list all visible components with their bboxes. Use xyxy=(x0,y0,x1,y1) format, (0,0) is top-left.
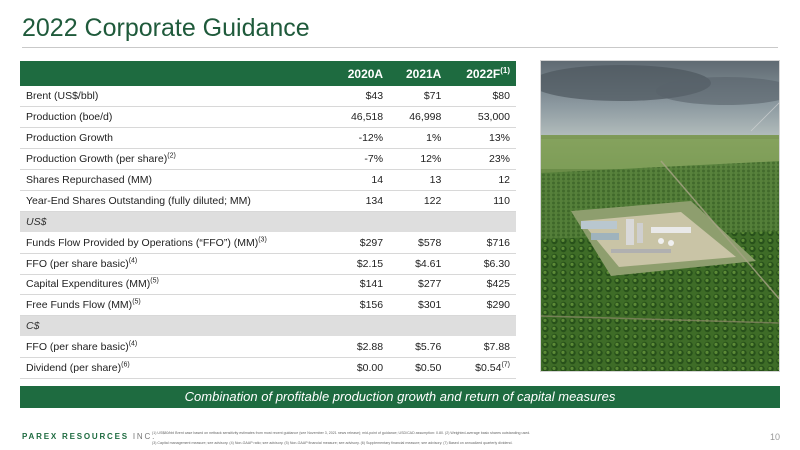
row-label: Production Growth xyxy=(20,127,331,150)
value-cell: $0.00 xyxy=(330,357,390,379)
value-cell: $43 xyxy=(330,86,390,108)
table-header-row: 2020A 2021A 2022F(1) xyxy=(20,61,516,86)
table-row: Capital Expenditures (MM)(5) $141 $277 $425 xyxy=(20,274,516,296)
table-row: Shares Repurchased (MM) 14 13 12 xyxy=(20,169,516,191)
row-label: Capital Expenditures (MM)(5) xyxy=(20,274,331,296)
table-row: Year-End Shares Outstanding (fully dilut… xyxy=(20,190,516,212)
aerial-oil-facility-photo xyxy=(540,60,780,372)
value-cell: 13 xyxy=(389,169,448,191)
header-footnote-ref: (1) xyxy=(500,65,510,75)
value-cell: $2.15 xyxy=(330,253,390,275)
value-cell: $6.30 xyxy=(447,253,516,275)
row-label: Funds Flow Provided by Operations (“FFO”… xyxy=(20,232,331,254)
row-label: Brent (US$/bbl) xyxy=(20,86,331,108)
header-label-cell xyxy=(20,61,331,86)
table-row: Free Funds Flow (MM)(5) $156 $301 $290 xyxy=(20,294,516,317)
section-row: US$ xyxy=(20,211,516,233)
footnote-ref: (5) xyxy=(150,277,159,285)
table-row: FFO (per share basic)(4) $2.88 $5.76 $7.88 xyxy=(20,336,516,359)
table-row: Production (boe/d) 46,518 46,998 53,000 xyxy=(20,106,516,129)
value-cell: $80 xyxy=(447,86,516,108)
footnote-ref: (4) xyxy=(128,257,138,265)
footnote-ref: (7) xyxy=(501,361,510,369)
value-cell: 46,518 xyxy=(330,106,390,129)
table-row: FFO (per share basic)(4) $2.15 $4.61 $6.30 xyxy=(20,253,516,275)
table-row: Production Growth (per share)(2) -7% 12% 23… xyxy=(20,148,516,171)
value-cell: 53,000 xyxy=(447,106,516,129)
table-row: Production Growth -12% 1% 13% xyxy=(20,127,516,150)
row-label: Production (boe/d) xyxy=(20,106,331,129)
row-label: Dividend (per share)(6) xyxy=(20,357,331,379)
table-row: Brent (US$/bbl) $43 $71 $80 xyxy=(20,86,516,108)
value-cell: $716 xyxy=(447,232,516,254)
row-label: Year-End Shares Outstanding (fully dilut… xyxy=(20,190,331,212)
title-divider xyxy=(22,47,778,48)
footnote-ref: (4) xyxy=(128,340,138,348)
value-cell: $4.61 xyxy=(389,253,448,275)
value-cell: 14 xyxy=(330,169,390,191)
value-cell: $71 xyxy=(389,86,448,108)
page-number: 10 xyxy=(769,432,780,442)
summary-banner: Combination of profitable production gro… xyxy=(20,386,780,408)
value-cell: $425 xyxy=(447,274,516,296)
value-cell: $141 xyxy=(330,274,390,296)
parex-logo: PAREX RESOURCES INC. xyxy=(22,432,157,441)
row-label: Free Funds Flow (MM)(5) xyxy=(20,294,331,317)
table-row: Funds Flow Provided by Operations (“FFO”… xyxy=(20,232,516,254)
section-row: C$ xyxy=(20,315,516,338)
value-cell: $7.88 xyxy=(447,336,516,359)
value-cell: 23% xyxy=(447,148,516,171)
value-cell: 134 xyxy=(330,190,390,212)
row-label: Production Growth (per share)(2) xyxy=(20,148,331,171)
row-label: FFO (per share basic)(4) xyxy=(20,336,331,359)
value-cell: $0.50 xyxy=(389,357,448,379)
value-cell: $277 xyxy=(389,274,448,296)
footnote-line-2: (3) Capital management measure; see advi… xyxy=(152,441,513,445)
value-cell: $2.88 xyxy=(330,336,390,359)
row-label: FFO (per share basic)(4) xyxy=(20,253,331,275)
value-cell: $578 xyxy=(389,232,448,254)
value-cell: $301 xyxy=(389,294,448,317)
value-cell: -12% xyxy=(330,127,390,150)
value-cell: 46,998 xyxy=(389,106,448,129)
value-cell: 122 xyxy=(389,190,448,212)
value-cell: $156 xyxy=(330,294,390,317)
header-2020a: 2020A xyxy=(330,61,390,86)
footnote-ref: (3) xyxy=(258,236,267,244)
value-cell: $297 xyxy=(330,232,390,254)
value-cell: 12 xyxy=(447,169,516,191)
table-row: Dividend (per share)(6) $0.00 $0.50 $0.54(7… xyxy=(20,357,516,379)
footnote-ref: (5) xyxy=(132,298,141,306)
value-cell: $5.76 xyxy=(389,336,448,359)
page-title: 2022 Corporate Guidance xyxy=(22,14,310,42)
value-cell: 110 xyxy=(447,190,516,212)
header-2022f: 2022F(1) xyxy=(447,61,516,86)
value-cell: 13% xyxy=(447,127,516,150)
value-cell: -7% xyxy=(330,148,390,171)
row-label: Shares Repurchased (MM) xyxy=(20,169,331,191)
section-label: US$ xyxy=(20,211,516,233)
header-2021a: 2021A xyxy=(389,61,448,86)
value-cell: $0.54(7) xyxy=(447,357,516,379)
value-cell: 1% xyxy=(389,127,448,150)
section-label: C$ xyxy=(20,315,516,338)
footnote-ref: (6) xyxy=(121,361,130,369)
guidance-table: 2020A 2021A 2022F(1) Brent (US$/bbl) $43 $… xyxy=(20,61,516,379)
footnote-line-1: (1) US$80/bbl Brent case based on netbac… xyxy=(152,431,531,435)
value-cell: $290 xyxy=(447,294,516,317)
value-cell: 12% xyxy=(389,148,448,171)
aerial-photo-illustration xyxy=(541,61,779,371)
footnote-ref: (2) xyxy=(167,152,176,160)
